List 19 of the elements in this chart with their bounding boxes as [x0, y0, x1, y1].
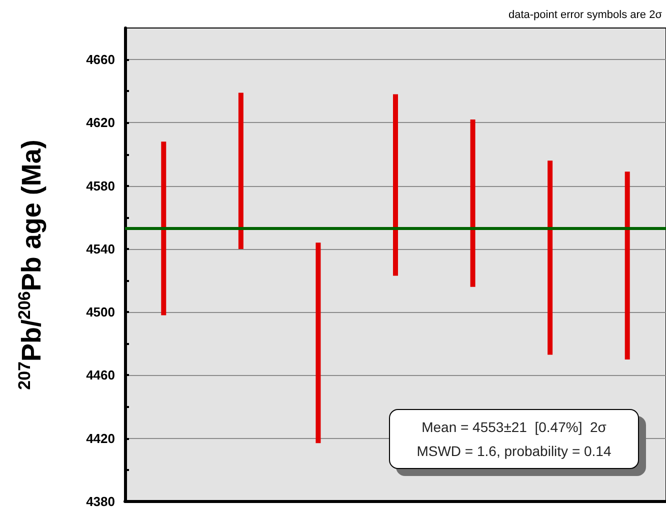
bar: [548, 160, 553, 355]
y-axis-title: 207Pb/206Pb age (Ma): [15, 140, 46, 390]
text: data-point error symbols are 2σ: [508, 9, 662, 21]
y-tick-label: 4660: [86, 52, 115, 68]
bar: [470, 120, 476, 287]
y-tick-label: 4420: [86, 430, 115, 446]
bar: [161, 142, 166, 316]
y-tick-label: 4460: [86, 368, 115, 383]
annotation: Mean = 4553±21 [0.47%] 2σ: [420, 418, 608, 437]
bar: [624, 172, 630, 360]
y-tick-label: 4540: [86, 241, 115, 256]
y-tick-label: 4620: [86, 115, 115, 130]
y-tick-label: 4380: [86, 494, 115, 508]
bar: [393, 94, 398, 276]
y-tick-label: 4580: [86, 178, 115, 194]
bar: [238, 92, 244, 249]
bar: [316, 242, 321, 444]
y-tick-label: 4500: [86, 304, 115, 320]
annotation: MSWD = 1.6, probability = 0.14: [416, 442, 612, 461]
